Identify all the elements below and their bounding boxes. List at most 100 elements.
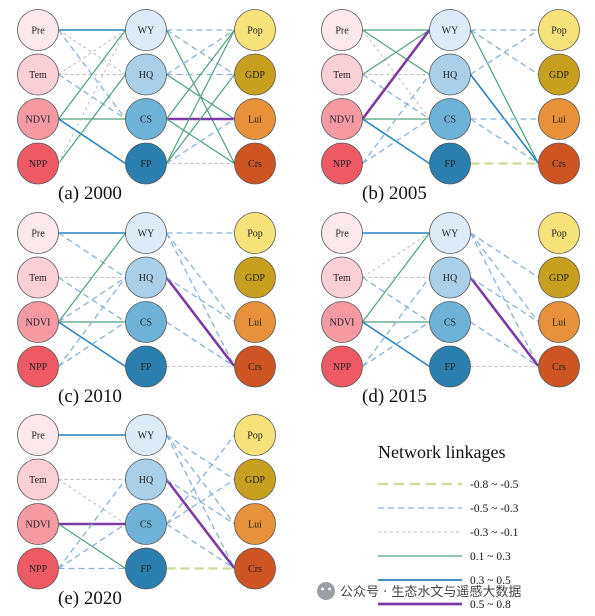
node-circle [234,345,276,388]
node-label: HQ [443,70,458,81]
node-pop: Pop [538,212,580,254]
node-circle [234,547,276,590]
node-gdp: GDP [538,256,580,299]
node-npp: NPP [321,142,363,185]
node-label: NDVI [26,115,51,126]
node-circle [17,345,59,388]
link-wy-lui [165,434,236,525]
node-hq: HQ [125,256,167,299]
link-cs-pop [166,29,235,120]
node-circle [234,414,276,456]
node-label: GDP [549,273,569,284]
link-cs-gdp [166,478,235,525]
link-ndvi-wy [58,29,126,120]
link-npp-hq [361,277,431,367]
legend-item: -0.8 ~ -0.5 [378,479,519,491]
node-label: Pre [31,431,45,442]
panel-label: (d) 2015 [362,386,427,407]
link-hq-pop [166,29,235,76]
node-crs: Crs [538,345,580,388]
link-cs-crs [470,118,539,165]
node-wy: WY [125,212,167,254]
node-cs: CS [125,98,167,140]
link-wy-gdp [470,232,539,279]
link-cs-crs [166,523,235,570]
panel-label: (a) 2000 [58,183,122,204]
node-circle [538,53,580,96]
node-circle [321,142,363,185]
node-label: NDVI [330,318,355,329]
panel-1: Pre Tem NDVI NPP WY HQ CS FP Pop GDP Lui Crs (a) 200… [17,9,276,204]
legend-label: 0.1 ~ 0.3 [470,551,511,563]
node-npp: NPP [17,142,59,185]
node-circle [125,98,167,140]
node-circle [17,256,59,299]
legend-item: 0.3 ~ 0.5 [378,575,511,587]
node-label: HQ [139,273,154,284]
node-label: Pop [247,229,263,240]
node-circle [234,53,276,96]
node-cs: CS [125,301,167,343]
node-cs: CS [125,503,167,545]
node-pop: Pop [234,414,276,456]
link-tem-wy [362,232,430,278]
node-pop: Pop [538,9,580,51]
link-tem-wy [362,29,430,75]
link-ndvi-wy [58,232,126,323]
node-circle [234,142,276,185]
panel-links [361,232,540,368]
link-npp-wy [58,29,126,164]
node-circle [321,9,363,51]
link-tem-wy [58,29,126,75]
node-fp: FP [125,547,167,590]
node-pop: Pop [234,212,276,254]
node-label: Lui [552,318,566,329]
link-hq-crs [469,276,540,368]
node-fp: FP [125,142,167,185]
node-label: Tem [333,273,351,284]
node-label: Lui [248,520,262,531]
node-circle [17,212,59,254]
node-circle [234,256,276,299]
legend-item: -0.3 ~ -0.1 [378,527,519,539]
node-tem: Tem [321,53,363,96]
node-label: WY [442,26,459,37]
node-circle [17,53,59,96]
link-hq-lui [470,276,539,323]
node-circle [321,301,363,343]
legend-label: -0.3 ~ -0.1 [470,527,519,539]
node-wy: WY [429,9,471,51]
node-circle [538,142,580,185]
node-circle [538,9,580,51]
node-circle [125,9,167,51]
node-circle [125,547,167,590]
node-label: Pre [335,26,349,37]
link-npp-cs [362,321,430,368]
node-hq: HQ [125,53,167,96]
node-circle [538,256,580,299]
node-label: NPP [333,159,352,170]
panel-5: Pre Tem NDVI NPP WY HQ CS FP Pop GDP Lui Crs (e) 202… [17,414,276,609]
link-wy-crs [469,29,540,164]
node-tem: Tem [17,458,59,501]
link-tem-cs [362,276,430,323]
link-wy-lui [165,232,236,323]
node-circle [321,53,363,96]
node-gdp: GDP [234,53,276,96]
node-wy: WY [125,414,167,456]
node-label: Pop [247,431,263,442]
node-circle [321,212,363,254]
node-circle [234,503,276,545]
link-npp-hq [57,277,127,367]
legend: Network linkages -0.8 ~ -0.5 -0.5 ~ -0.3 -0… [378,442,519,611]
link-pre-hq [58,29,126,75]
node-crs: Crs [234,345,276,388]
node-fp: FP [429,142,471,185]
panel-nodes: Pre Tem NDVI NPP WY HQ CS FP Pop GDP Lui Crs [17,414,276,590]
node-label: Tem [333,70,351,81]
link-tem-cs [362,73,430,120]
node-cs: CS [429,301,471,343]
node-label: GDP [245,273,265,284]
node-circle [125,458,167,501]
node-wy: WY [429,212,471,254]
